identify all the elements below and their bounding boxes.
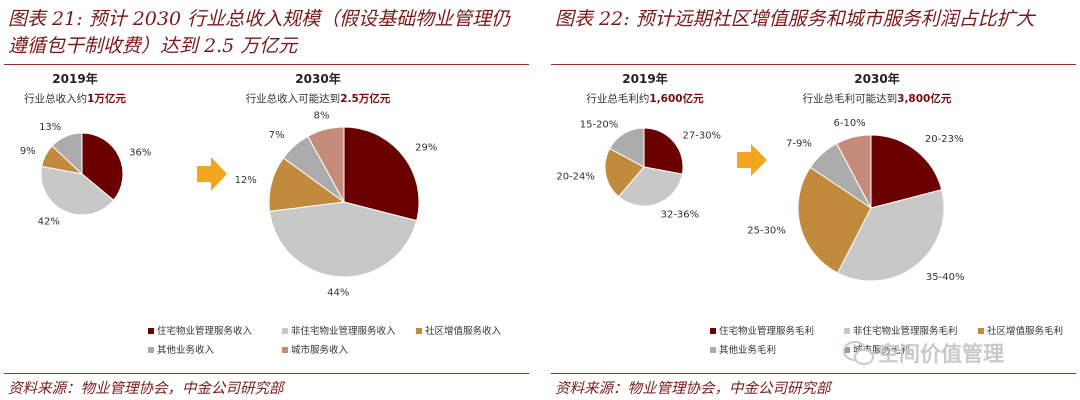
slice-label: 6-10%	[833, 118, 865, 129]
source-note: 资料来源：物业管理协会，中金公司研究部	[555, 381, 831, 397]
slice-label: 44%	[327, 287, 349, 298]
slice-label: 20-23%	[925, 134, 964, 145]
pie-2030-subtitle: 行业总收入可能达到2.5万亿元	[246, 92, 391, 105]
pie-2030: 29% 44% 12% 7% 8%	[235, 110, 438, 298]
legend-swatch	[148, 328, 154, 334]
wechat-icon	[843, 341, 874, 365]
pie-slice	[835, 134, 872, 209]
slice-label: 13%	[39, 122, 61, 133]
slice-label: 12%	[235, 175, 257, 186]
pie-2030: 20-23% 35-40% 25-30% 7-9% 6-10%	[747, 118, 964, 283]
pie-slice	[870, 134, 943, 209]
slice-label: 8%	[314, 110, 330, 121]
pie-2030-title: 2030年	[854, 71, 899, 86]
legend-swatch	[710, 328, 716, 334]
legend-label: 住宅物业管理服务收入	[157, 325, 253, 337]
pie-slice	[797, 166, 872, 274]
source-rule	[551, 373, 1076, 374]
legend-label: 住宅物业管理服务毛利	[719, 325, 814, 337]
slice-label: 9%	[20, 146, 36, 157]
slice-label: 36%	[129, 147, 151, 158]
pie-2030-title: 2030年	[295, 71, 340, 86]
slice-label: 35-40%	[926, 272, 965, 283]
arrow-icon	[197, 157, 227, 191]
source-rule	[4, 373, 529, 374]
figure-21-charts: 2019年 行业总收入约1万亿元 36% 42% 9% 13% 2030年 行业总收入…	[20, 71, 502, 356]
pie-slice	[343, 126, 420, 222]
legend-swatch	[844, 328, 850, 334]
pie-2019-subtitle: 行业总收入约1万亿元	[24, 92, 126, 105]
legend-label: 非住宅物业管理服务收入	[291, 325, 396, 337]
pie-slice	[81, 132, 124, 201]
source-note: 资料来源：物业管理协会，中金公司研究部	[8, 381, 284, 397]
pie-slice	[40, 165, 115, 216]
figure-22-charts: 2019年 行业总毛利约1,600亿元 27-30% 32-36% 20-24% 15…	[556, 71, 1063, 356]
legend-swatch	[282, 347, 288, 353]
pie-slice	[604, 147, 645, 198]
pie-2030-subtitle: 行业总毛利可能达到3,800亿元	[803, 92, 952, 105]
arrow-icon	[737, 144, 767, 176]
pie-2019-subtitle: 行业总毛利约1,600亿元	[586, 92, 704, 105]
legend-swatch	[978, 328, 984, 334]
legend-label: 其他业务收入	[157, 344, 215, 356]
slice-label: 42%	[38, 217, 60, 228]
legend-swatch	[416, 328, 422, 334]
watermark-text: 空间价值管理	[878, 342, 1004, 366]
legend-label: 社区增值服务毛利	[987, 325, 1063, 337]
slice-label: 32-36%	[661, 210, 700, 221]
legend-label: 非住宅物业管理服务毛利	[853, 325, 958, 337]
watermark: 空间价值管理	[843, 341, 1004, 366]
title-rule	[4, 64, 529, 65]
pie-slice	[643, 127, 684, 175]
pie-slice	[836, 189, 945, 282]
pie-slice	[269, 201, 418, 278]
slice-label: 29%	[415, 142, 437, 153]
pie-2019: 27-30% 32-36% 20-24% 15-20%	[556, 120, 721, 221]
slice-label: 7-9%	[786, 138, 812, 149]
slice-label: 20-24%	[556, 172, 595, 183]
legend-swatch	[282, 328, 288, 334]
pie-2019: 36% 42% 9% 13%	[20, 122, 152, 228]
title-rule	[551, 64, 1076, 65]
slice-label: 27-30%	[683, 131, 722, 142]
pie-slice	[307, 126, 345, 203]
legend-swatch	[148, 347, 154, 353]
legend-label: 其他业务毛利	[719, 344, 776, 356]
legend-swatch	[710, 347, 716, 353]
legend-label: 社区增值服务收入	[425, 325, 502, 337]
pie-slice	[608, 127, 645, 168]
pie-2019-title: 2019年	[622, 71, 667, 86]
figure-22-panel: 图表 22: 预计远期社区增值服务和城市服务利润占比扩大 2019年 行业总毛利…	[547, 0, 1080, 400]
figure-22-title: 图表 22: 预计远期社区增值服务和城市服务利润占比扩大	[555, 8, 1035, 30]
pie-slice	[617, 166, 683, 207]
pie-slice	[51, 132, 83, 176]
slice-label: 15-20%	[580, 120, 619, 131]
slice-label: 7%	[269, 130, 285, 141]
slice-label: 25-30%	[747, 226, 786, 237]
pie-2019-title: 2019年	[52, 71, 97, 86]
legend-label: 城市服务收入	[291, 344, 349, 356]
legend-swatch	[844, 347, 850, 353]
figure-21-panel: 图表 21: 预计 2030 行业总收入规模（假设基础物业管理仍遵循包干制收费）…	[0, 0, 533, 400]
figure-21-title: 图表 21: 预计 2030 行业总收入规模（假设基础物业管理仍遵循包干制收费）…	[8, 8, 511, 57]
